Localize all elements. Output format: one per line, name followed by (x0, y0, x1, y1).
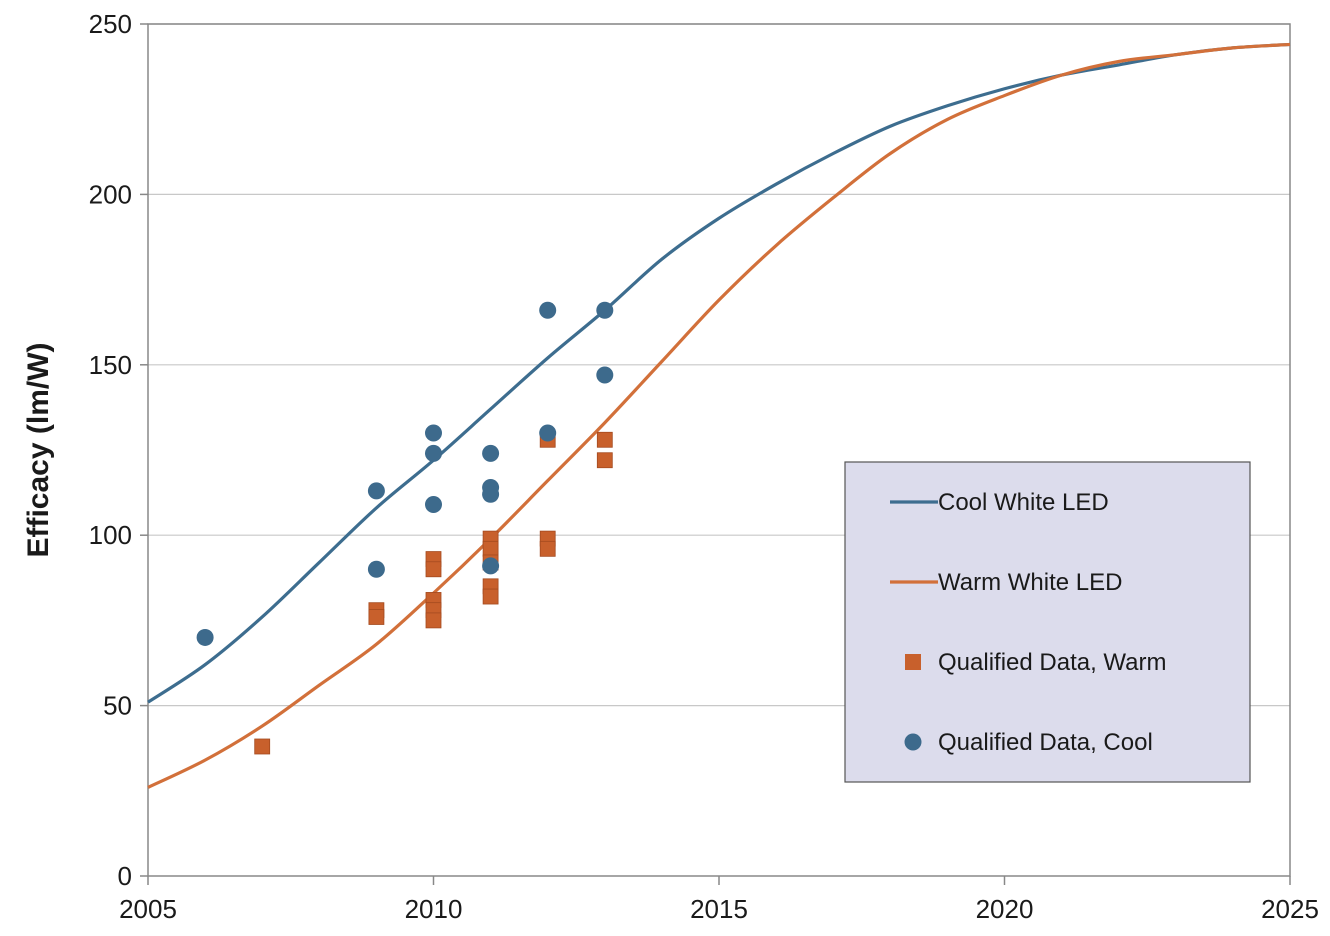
x-tick-label: 2005 (119, 894, 177, 924)
legend-label: Warm White LED (938, 569, 1122, 596)
data-point (367, 482, 385, 500)
legend-circle-swatch (904, 733, 922, 751)
legend-entry: Qualified Data, Warm (905, 649, 1167, 676)
x-axis: 2005 2010 2015 2020 2025 (119, 876, 1319, 924)
legend-label: Qualified Data, Cool (938, 729, 1153, 756)
series-line (147, 42, 1291, 704)
y-tick-label: 50 (103, 691, 132, 721)
data-point (539, 540, 556, 557)
x-tick-label: 2025 (1261, 894, 1319, 924)
data-point (482, 485, 500, 503)
y-tick-label: 150 (89, 350, 132, 380)
legend-entry: Qualified Data, Cool (904, 729, 1153, 756)
data-point (482, 540, 499, 557)
series-qualified-data-warm (254, 431, 613, 755)
series-warm-white-led (147, 42, 1291, 789)
data-point (596, 431, 613, 448)
y-tick-label: 250 (89, 9, 132, 39)
legend-square-swatch (905, 654, 921, 670)
y-axis-label: Efficacy (lm/W) (22, 342, 55, 557)
data-point (368, 609, 385, 625)
data-point (367, 560, 385, 578)
data-point (539, 424, 557, 442)
y-axis: 0 50 100 150 200 250 (89, 9, 148, 891)
y-tick-label: 0 (118, 861, 132, 891)
data-point (596, 452, 613, 469)
data-point (425, 496, 442, 514)
x-tick-label: 2010 (405, 894, 463, 924)
legend: Cool White LED Warm White LED Qualified Da… (844, 461, 1251, 783)
series-layer (147, 42, 1291, 789)
legend-label: Cool White LED (938, 489, 1109, 516)
legend-box (844, 461, 1251, 783)
data-point (425, 424, 442, 442)
x-tick-label: 2015 (690, 894, 748, 924)
series-qualified-data-cool (196, 301, 614, 646)
legend-label: Qualified Data, Warm (938, 649, 1167, 676)
data-point (254, 738, 271, 755)
data-point (425, 612, 442, 629)
data-point (196, 628, 214, 646)
x-tick-label: 2020 (976, 894, 1034, 924)
y-tick-label: 100 (89, 520, 132, 550)
data-point (482, 557, 500, 575)
data-point (425, 561, 442, 578)
legend-entry: Warm White LED (890, 569, 1122, 596)
series-cool-white-led (147, 42, 1291, 704)
data-point (482, 588, 499, 605)
data-point (482, 444, 500, 462)
y-tick-label: 200 (89, 179, 132, 209)
legend-entry: Cool White LED (890, 489, 1109, 516)
data-point (425, 444, 442, 462)
data-point (596, 366, 614, 384)
series-line (147, 42, 1291, 789)
data-point (596, 301, 614, 319)
data-point (539, 301, 557, 319)
